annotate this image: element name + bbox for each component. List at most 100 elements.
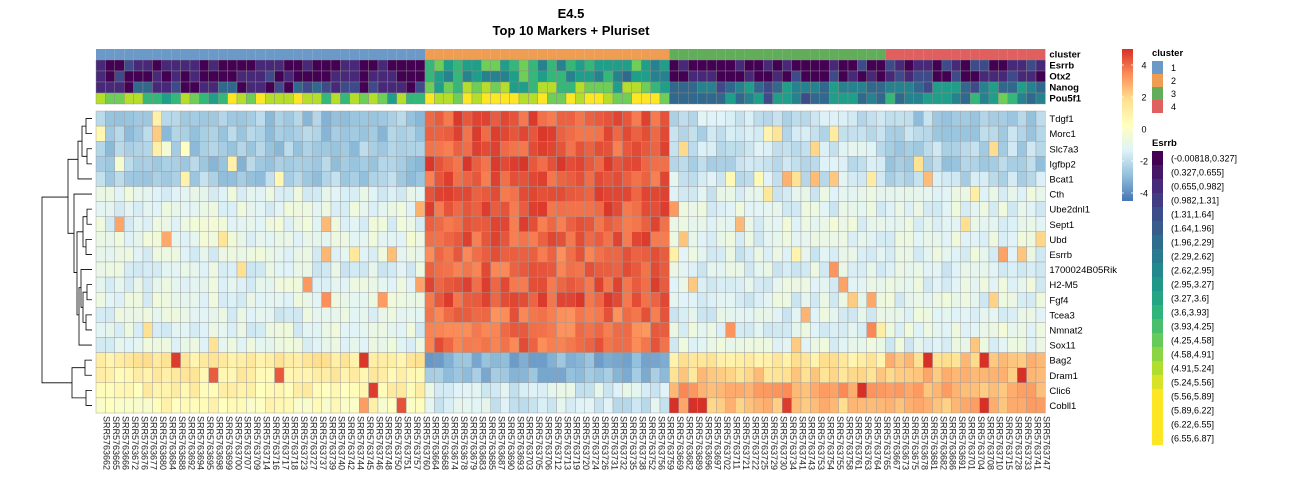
heatmap-cell [528, 186, 539, 202]
heatmap-cell [772, 140, 783, 157]
annotation-cell [970, 81, 980, 94]
heatmap-cell [819, 110, 830, 127]
heatmap-cell [603, 367, 614, 384]
heatmap-cell [133, 156, 144, 172]
heatmap-cell [735, 367, 745, 384]
heatmap-cell [481, 352, 491, 368]
heatmap-cell [462, 231, 473, 248]
heatmap-cell [509, 246, 520, 263]
heatmap-cell [453, 397, 463, 414]
heatmap-cell [274, 261, 285, 278]
heatmap-cell [500, 261, 510, 278]
annotation-cell [612, 92, 623, 105]
annotation-cell [114, 70, 125, 83]
column-label: SRR5763728 [1014, 416, 1024, 470]
annotation-cell [152, 59, 162, 72]
annotation-cell [255, 49, 266, 60]
heatmap-cell [443, 322, 454, 338]
heatmap-cell [170, 261, 181, 278]
dendrogram-branch [76, 231, 83, 316]
heatmap-cell [763, 156, 774, 172]
row-label: Igfbp2 [1049, 159, 1075, 170]
heatmap-cell [518, 156, 529, 172]
heatmap-cell [368, 156, 379, 172]
heatmap-cell [330, 110, 341, 127]
heatmap-cell [819, 292, 830, 308]
heatmap-cell [650, 397, 661, 414]
heatmap-cell [857, 337, 868, 353]
heatmap-cell [791, 352, 802, 368]
heatmap-cell [1035, 307, 1046, 323]
heatmap-cell [236, 352, 247, 368]
column-label: SRR5763700 [233, 416, 243, 470]
heatmap-cell [274, 156, 285, 172]
row-label: Ubd [1049, 235, 1066, 246]
heatmap-cell [594, 382, 604, 399]
heatmap-cell [396, 110, 407, 127]
heatmap-cell [424, 201, 435, 217]
annotation-cell [293, 70, 303, 83]
annotation-cell [340, 59, 350, 72]
heatmap-cell [838, 140, 849, 157]
heatmap-cell [434, 186, 444, 202]
heatmap-cell [791, 186, 802, 202]
annotation-cell [217, 81, 228, 94]
heatmap-cell [866, 276, 877, 293]
heatmap-cell [791, 216, 802, 232]
heatmap-cell [960, 352, 971, 368]
annotation-cell [885, 81, 896, 94]
heatmap-cell [509, 110, 520, 127]
annotation-cell [246, 92, 256, 105]
heatmap-cell [453, 125, 463, 142]
row-label: Fgf4 [1049, 295, 1068, 306]
annotation-cell [293, 59, 303, 72]
heatmap-cell [960, 246, 971, 263]
heatmap-cell [265, 397, 275, 414]
heatmap-cell [265, 231, 275, 248]
heatmap-cell [810, 246, 821, 263]
annotation-cell [584, 92, 595, 105]
heatmap-cell [142, 276, 153, 293]
heatmap-cell [471, 352, 482, 368]
heatmap-cell [1026, 171, 1037, 187]
heatmap-cell [114, 186, 125, 202]
column-label: SRR5763752 [647, 416, 657, 470]
heatmap-cell [114, 171, 125, 187]
heatmap-cell [631, 307, 642, 323]
heatmap-cell [659, 125, 670, 142]
esrrb-legend-swatch [1152, 221, 1163, 235]
heatmap-cell [1017, 352, 1027, 368]
heatmap-cell [283, 352, 294, 368]
heatmap-cell [340, 231, 350, 248]
heatmap-cell [772, 322, 783, 338]
heatmap-cell [152, 140, 162, 157]
heatmap-cell [744, 216, 755, 232]
heatmap-cell [528, 125, 539, 142]
annotation-cell [603, 70, 614, 83]
heatmap-cell [988, 171, 999, 187]
annotation-cell [453, 81, 463, 94]
heatmap-cell [170, 171, 181, 187]
heatmap-cell [716, 231, 727, 248]
heatmap-cell [603, 156, 614, 172]
heatmap-cell [490, 397, 501, 414]
heatmap-cell [753, 246, 764, 263]
heatmap-cell [180, 110, 191, 127]
heatmap-cell [584, 140, 595, 157]
annotation-cell [706, 81, 717, 94]
heatmap-cell [782, 337, 792, 353]
heatmap-cell [105, 352, 116, 368]
annotation-cell [622, 92, 633, 105]
heatmap-cell [415, 246, 426, 263]
heatmap-cell [556, 186, 567, 202]
annotation-cell [387, 92, 397, 105]
heatmap-cell [274, 231, 285, 248]
heatmap-cell [509, 367, 520, 384]
heatmap-cell [800, 171, 811, 187]
heatmap-cell [415, 171, 426, 187]
heatmap-cell [443, 337, 454, 353]
heatmap-cell [904, 216, 915, 232]
heatmap-cell [913, 337, 924, 353]
annotation-cell [904, 49, 914, 60]
heatmap-cell [669, 322, 680, 338]
